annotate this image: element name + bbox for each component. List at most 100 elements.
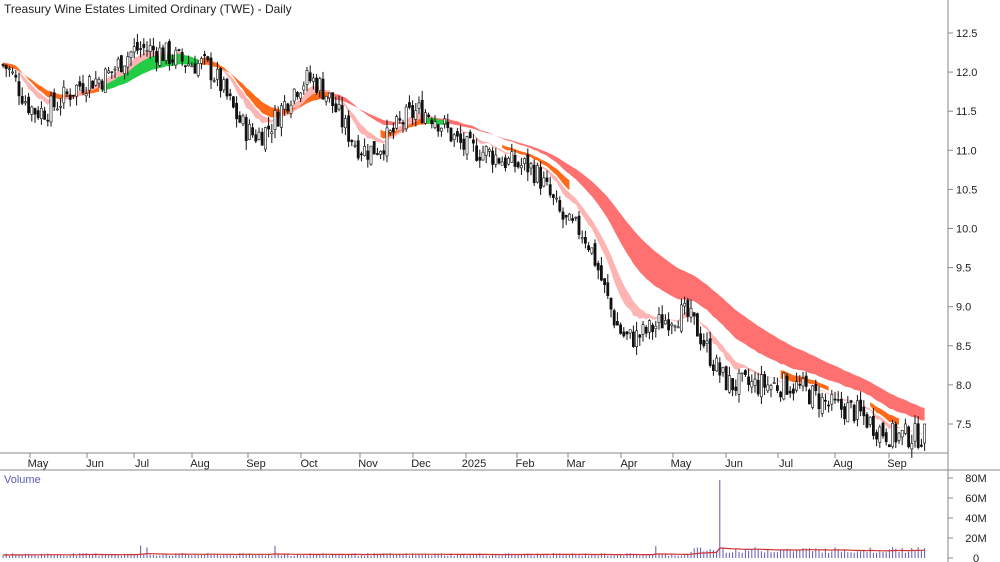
candle-body [575,217,577,218]
candle-body [895,424,897,442]
candle-body [95,79,97,85]
candle-body [725,367,727,390]
candle-body [517,163,519,167]
candle-body [220,68,222,90]
candle-body [856,401,858,420]
candle-body [600,266,602,281]
candle-body [44,111,46,119]
candle-body [280,106,282,128]
candle-body [159,48,161,65]
candle-body [82,83,84,92]
candle-body [165,43,167,61]
candle-body [546,178,548,182]
candle-body [5,65,7,69]
candle-body [703,340,705,345]
candle-body [130,52,132,57]
candle-body [552,195,554,198]
candle-body [437,125,439,132]
candle-body [719,363,721,376]
y-tick-label: 8.5 [956,341,971,353]
candle-body [869,417,871,424]
candle-body [508,158,510,164]
candle-body [853,405,855,421]
candle-body [69,95,71,100]
volume-tick-label: 40M [965,513,986,525]
candle-body [431,120,433,124]
candle-body [556,198,558,199]
candle-body [687,300,689,316]
candle-body [325,96,327,101]
candle-body [680,305,682,331]
candle-body [626,332,628,334]
candle-body [108,71,110,73]
candle-body [671,324,673,326]
candle-body [469,132,471,138]
candle-body [732,378,734,390]
candle-body [156,51,158,62]
candle-body [805,376,807,386]
candle-body [191,66,193,67]
candle-body [530,164,532,168]
candle-body [300,93,302,98]
candle-body [879,427,881,442]
x-tick-label: Dec [411,458,431,470]
candle-body [8,69,10,70]
candle-body [309,73,311,81]
x-tick-label: Jun [725,458,743,470]
candle-body [412,106,414,118]
candle-body [748,377,750,385]
candle-body [293,89,295,101]
y-tick-label: 9.0 [956,302,971,314]
candle-body [917,424,919,448]
y-tick-label: 10.5 [956,184,977,196]
candle-body [482,152,484,160]
candle-body [892,423,894,446]
candle-body [757,380,759,394]
candle-body [18,82,20,96]
candle-body [584,237,586,243]
candle-body [216,69,218,79]
candle-body [924,424,926,443]
candle-body [354,145,356,146]
candle-body [92,81,94,88]
candle-body [824,400,826,401]
candle-body [248,124,250,139]
candle-body [168,41,170,63]
candle-body [789,391,791,393]
candle-body [373,141,375,154]
candle-body [712,365,714,371]
y-tick-label: 12.5 [956,28,977,40]
candle-body [277,112,279,126]
candle-body [594,243,596,265]
candle-body [172,60,174,62]
candle-body [338,104,340,109]
candle-body [2,64,4,65]
candle-body [834,399,836,400]
candle-body [860,400,862,411]
candle-body [828,405,830,406]
candle-body [744,370,746,374]
candle-body [376,154,378,155]
candle-body [885,433,887,442]
candle-body [360,154,362,155]
candle-body [392,128,394,132]
candle-body [284,101,286,109]
x-tick-label: Sep [246,458,266,470]
candle-body [632,332,634,347]
candle-body [498,159,500,164]
candle-body [255,135,257,141]
candle-body [274,110,276,129]
candle-body [520,166,522,168]
candle-body [661,315,663,328]
candle-body [188,64,190,66]
candle-body [204,54,206,55]
candle-body [501,162,503,165]
candle-body [210,58,212,80]
candle-body [495,155,497,164]
candle-body [786,376,788,394]
candle-body [840,399,842,409]
candle-body [370,146,372,164]
candle-body [514,155,516,166]
candle-body [31,107,33,114]
